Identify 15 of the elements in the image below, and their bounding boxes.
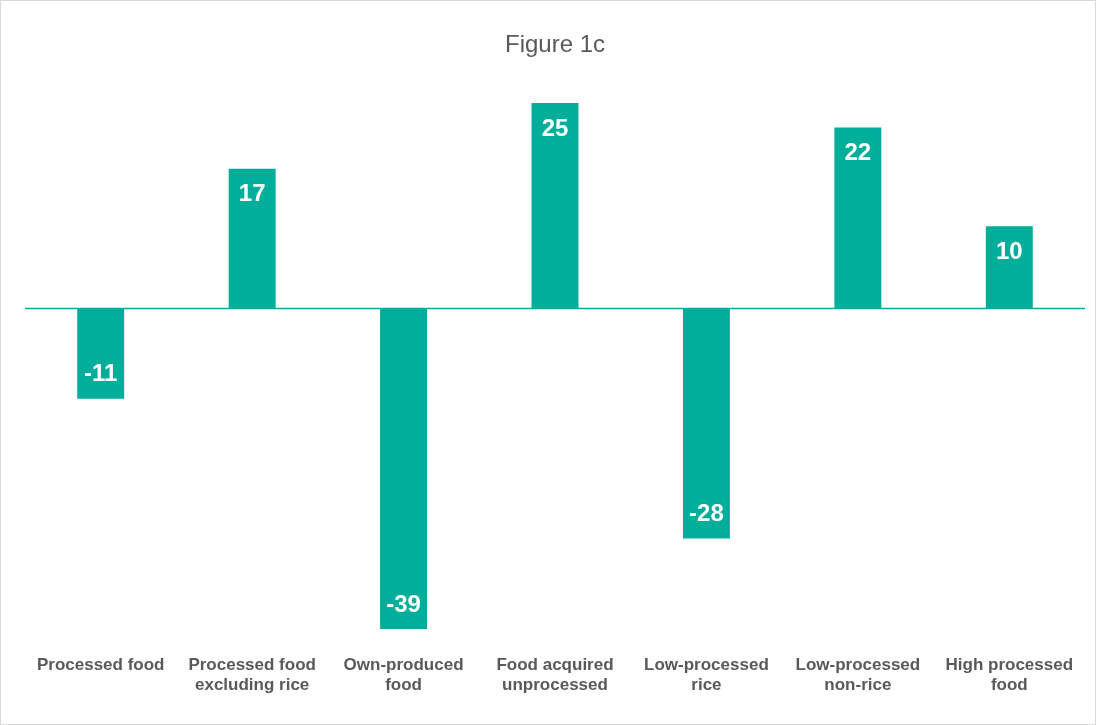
data-label: 10: [995, 236, 1023, 264]
data-label: -39: [386, 589, 421, 617]
data-label: 22: [844, 138, 872, 166]
x-tick-label: Own-produced food: [343, 655, 464, 695]
data-label: -11: [84, 359, 118, 387]
x-tick-label: Food acquired unprocessed: [496, 655, 614, 695]
x-tick-label: Low-processed non-rice: [795, 655, 921, 695]
data-label: -28: [689, 499, 724, 527]
x-tick-label: High processed food: [945, 655, 1074, 695]
x-tick-label: Processed food: [36, 655, 165, 675]
chart-title: Figure 1c: [504, 30, 606, 58]
x-tick-label: Processed food excluding rice: [188, 655, 316, 695]
x-tick-label: Low-processed rice: [644, 655, 769, 695]
data-label: 25: [541, 113, 569, 141]
data-label: 17: [238, 179, 266, 207]
